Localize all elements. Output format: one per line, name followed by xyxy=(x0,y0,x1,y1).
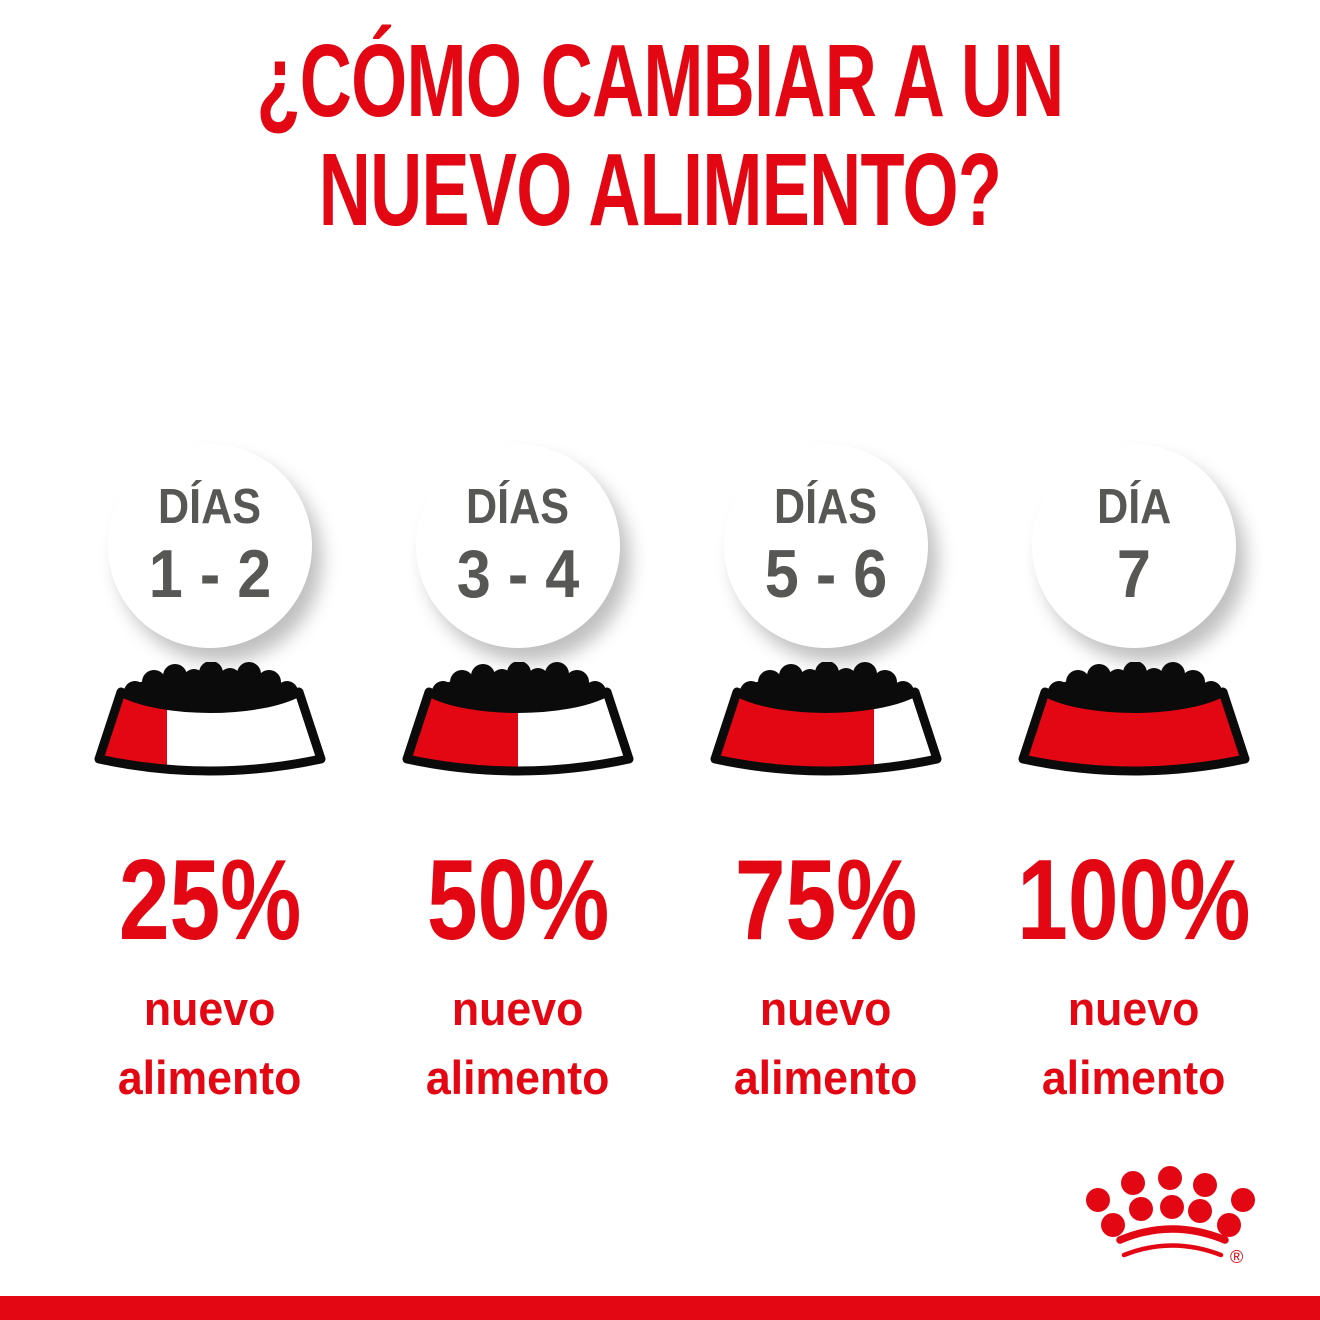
registered-trademark-symbol: ® xyxy=(1230,1247,1243,1267)
new-food-label-line-2: alimento xyxy=(734,1051,918,1104)
page-title-line-2: NUEVO ALIMENTO? xyxy=(318,132,1002,248)
new-food-label-line-2: alimento xyxy=(118,1051,302,1104)
day-badge-range: 3 - 4 xyxy=(456,536,580,613)
page-title: ¿CÓMO CAMBIAR A UN NUEVO ALIMENTO? xyxy=(198,23,1122,248)
food-bowl-icon xyxy=(710,662,942,776)
new-food-label-line-1: nuevo xyxy=(144,982,276,1035)
step-day-7: DÍA 7 100% nuevo alimento xyxy=(980,444,1288,1112)
day-badge: DÍAS 3 - 4 xyxy=(416,444,620,648)
day-badge: DÍA 7 xyxy=(1032,444,1236,648)
royal-canin-crown-icon: ® xyxy=(1086,1166,1255,1267)
food-bowl-icon xyxy=(402,662,634,776)
day-badge-label: DÍAS xyxy=(158,479,262,534)
day-badge-label: DÍAS xyxy=(466,479,570,534)
crown-arc-thin xyxy=(1121,1243,1224,1258)
crown-dots xyxy=(1086,1166,1255,1237)
day-badge-label: DÍAS xyxy=(774,479,878,534)
step-days-5-6: DÍAS 5 - 6 75% nuevo alimento xyxy=(672,444,980,1112)
new-food-percentage: 75% xyxy=(734,837,918,964)
step-days-1-2: DÍAS 1 - 2 25% nuevo alimento xyxy=(56,444,364,1112)
new-food-label: nuevo alimento xyxy=(118,974,302,1112)
new-food-percentage: 25% xyxy=(118,837,302,964)
transition-steps: DÍAS 1 - 2 25% nuevo alimento DÍAS 3 - 4 xyxy=(56,444,1288,1112)
new-food-label: nuevo alimento xyxy=(426,974,610,1112)
day-badge-label: DÍA xyxy=(1096,479,1172,534)
new-food-label-line-1: nuevo xyxy=(452,982,584,1035)
new-food-label: nuevo alimento xyxy=(734,974,918,1112)
food-bowl-icon xyxy=(1018,662,1250,776)
new-food-label-line-2: alimento xyxy=(1042,1051,1226,1104)
day-badge-range: 5 - 6 xyxy=(764,536,888,613)
day-badge: DÍAS 1 - 2 xyxy=(108,444,312,648)
step-days-3-4: DÍAS 3 - 4 50% nuevo alimento xyxy=(364,444,672,1112)
new-food-percentage: 50% xyxy=(426,837,610,964)
footer-red-bar xyxy=(0,1296,1320,1320)
new-food-percentage: 100% xyxy=(1017,837,1251,964)
new-food-label-line-1: nuevo xyxy=(760,982,892,1035)
day-badge-range: 7 xyxy=(1116,536,1152,613)
day-badge-range: 1 - 2 xyxy=(148,536,272,613)
food-bowl-icon xyxy=(94,662,326,776)
new-food-label-line-2: alimento xyxy=(426,1051,610,1104)
new-food-label-line-1: nuevo xyxy=(1068,982,1200,1035)
page-title-line-1: ¿CÓMO CAMBIAR A UN xyxy=(256,23,1064,138)
new-food-label: nuevo alimento xyxy=(1042,974,1226,1112)
day-badge: DÍAS 5 - 6 xyxy=(724,444,928,648)
crown-arc-thick xyxy=(1116,1225,1229,1244)
